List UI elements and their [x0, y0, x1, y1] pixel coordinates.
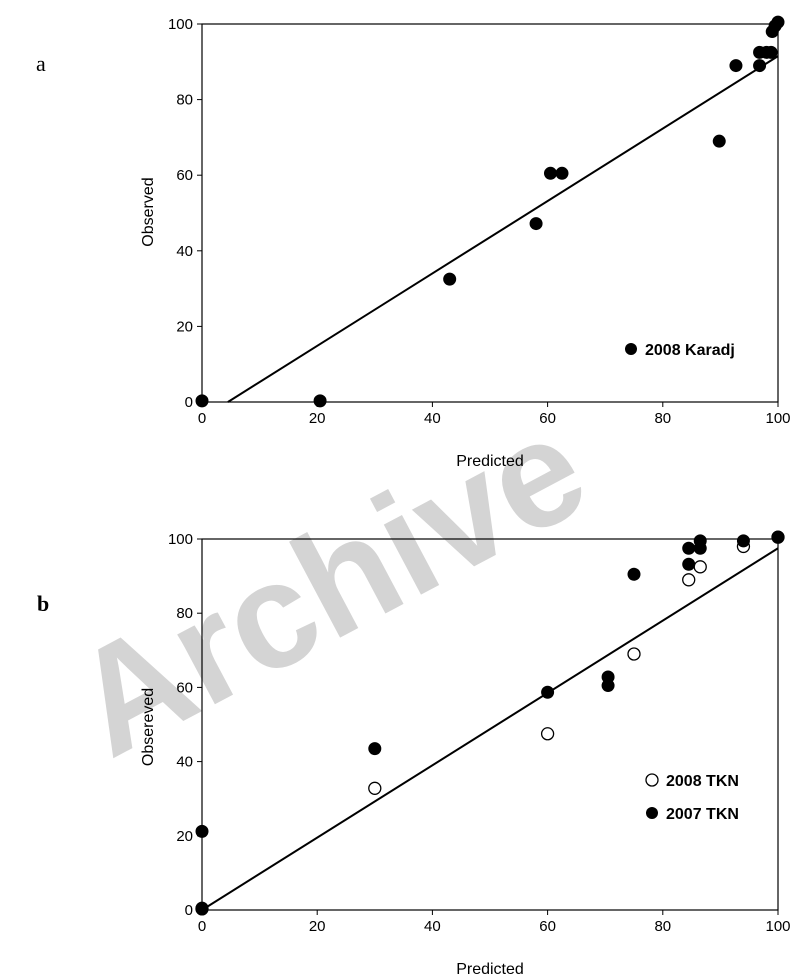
points-b	[195, 530, 785, 916]
y-axis-label-b: Obsereved	[140, 688, 157, 766]
x-tick-label: 100	[765, 410, 790, 427]
data-point	[601, 679, 615, 693]
data-point	[368, 742, 382, 756]
watermark-text: Archive	[46, 382, 611, 789]
legend-marker-2008-karadj	[625, 343, 637, 355]
x-tick-label: 0	[198, 410, 206, 427]
data-point	[771, 15, 785, 29]
chart-a: a 0 20 40 60 80 100 0 20 40 60 80 100 Predicted Obs…	[36, 15, 791, 470]
legend-a: 2008 Karadj	[625, 342, 735, 359]
y-tick-label: 40	[176, 243, 193, 260]
trendline	[201, 547, 779, 911]
trendline-b	[201, 547, 779, 911]
data-point	[368, 781, 382, 795]
data-point	[543, 166, 557, 180]
y-tick-label: 40	[176, 754, 193, 771]
legend-label-2008-tkn: 2008 TKN	[666, 773, 739, 790]
points-a	[195, 15, 785, 408]
x-tick-label: 80	[654, 410, 671, 427]
data-point	[627, 647, 641, 661]
data-point	[729, 59, 743, 73]
data-point	[540, 727, 555, 741]
data-point	[682, 557, 696, 571]
legend-label-2008-karadj: 2008 Karadj	[645, 342, 735, 359]
data-point	[693, 534, 707, 548]
data-point	[682, 573, 696, 587]
data-point	[693, 560, 707, 574]
ticks-b: 0 20 40 60 80 100 0 20 40 60 80 100	[168, 531, 791, 935]
data-point	[195, 824, 209, 838]
data-point	[555, 166, 569, 180]
legend-marker-2008-tkn	[645, 773, 659, 787]
panel-label-b: b	[37, 591, 49, 616]
data-point	[443, 272, 457, 286]
data-point	[541, 685, 555, 699]
chart-b: b 0 20 40 60 80 100 0 20 40 60 80 100 Predicted Obs…	[37, 530, 791, 977]
y-tick-label: 80	[176, 605, 193, 622]
data-point	[529, 217, 543, 231]
data-point	[195, 394, 209, 408]
x-tick-label: 100	[765, 918, 790, 935]
x-tick-label: 80	[654, 918, 671, 935]
x-tick-label: 40	[424, 918, 441, 935]
x-tick-label: 20	[309, 918, 326, 935]
y-tick-label: 20	[176, 828, 193, 845]
y-tick-label: 80	[176, 92, 193, 109]
data-point	[736, 534, 750, 548]
x-tick-label: 60	[539, 918, 556, 935]
plot-frame	[201, 23, 779, 403]
ticks-a: 0 20 40 60 80 100 0 20 40 60 80 100	[168, 16, 791, 427]
axes-b	[201, 538, 779, 911]
y-tick-label: 100	[168, 16, 193, 33]
y-tick-label: 0	[185, 902, 193, 919]
x-tick-label: 0	[198, 918, 206, 935]
axes-a	[201, 23, 779, 403]
data-point	[682, 541, 696, 555]
y-tick-label: 60	[176, 679, 193, 696]
y-axis-label-a: Observed	[140, 177, 157, 246]
data-point	[764, 45, 778, 59]
y-tick-label: 60	[176, 167, 193, 184]
watermark: Archive	[46, 382, 611, 789]
data-point	[313, 394, 327, 408]
legend-marker-2007-tkn	[646, 807, 658, 819]
x-tick-label: 40	[424, 410, 441, 427]
trendline	[227, 55, 779, 403]
y-tick-label: 100	[168, 531, 193, 548]
x-axis-label-b: Predicted	[456, 961, 524, 977]
data-point	[195, 901, 209, 915]
plot-frame	[201, 538, 779, 911]
panel-label-a: a	[36, 51, 46, 76]
legend-label-2007-tkn: 2007 TKN	[666, 806, 739, 823]
trendline-a	[227, 55, 779, 403]
data-point	[627, 567, 641, 581]
x-axis-label-a: Predicted	[456, 453, 524, 470]
data-point	[753, 59, 767, 73]
y-tick-label: 0	[185, 394, 193, 411]
data-point	[771, 530, 785, 544]
x-tick-label: 60	[539, 410, 556, 427]
data-point	[712, 134, 726, 148]
legend-b: 2008 TKN 2007 TKN	[645, 773, 739, 823]
x-tick-label: 20	[309, 410, 326, 427]
y-tick-label: 20	[176, 318, 193, 335]
